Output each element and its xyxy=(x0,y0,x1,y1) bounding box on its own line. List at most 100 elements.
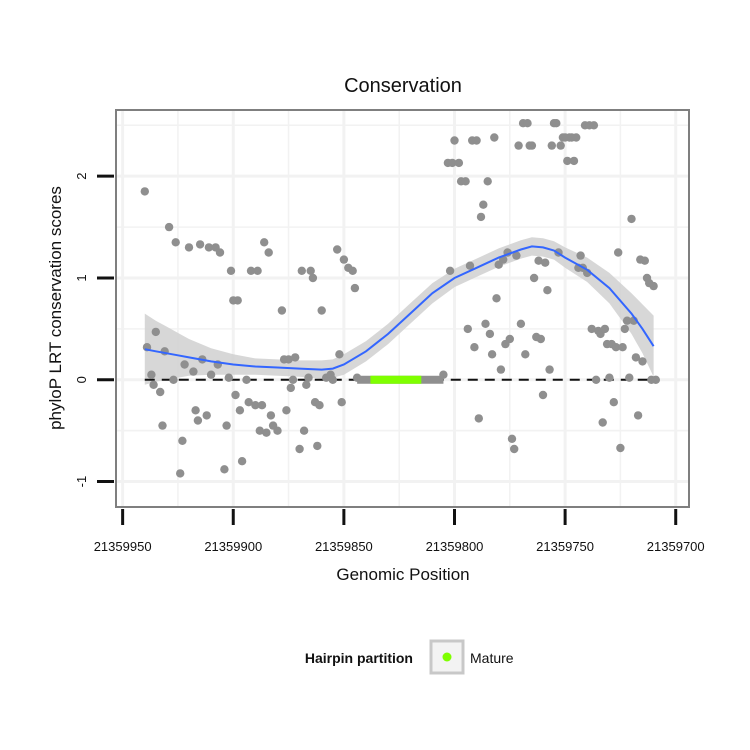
data-point-55 xyxy=(295,444,304,454)
data-point-95 xyxy=(485,329,495,339)
data-point-98 xyxy=(492,294,501,303)
data-point-143 xyxy=(591,375,601,384)
data-point-20 xyxy=(202,411,211,420)
y-tick-label-3: 2 xyxy=(74,173,89,180)
data-point-170 xyxy=(651,375,660,384)
data-point-35 xyxy=(242,375,251,384)
data-point-130 xyxy=(563,156,572,166)
data-point-79 xyxy=(445,266,455,275)
data-point-17 xyxy=(193,416,203,425)
data-point-80 xyxy=(448,158,457,168)
data-point-108 xyxy=(514,141,523,150)
data-point-52 xyxy=(286,383,295,393)
data-point-91 xyxy=(476,212,486,222)
x-axis: 21359950 21359900 21359850 21359800 21359750… xyxy=(94,509,705,554)
data-point-39 xyxy=(253,266,262,275)
data-point-70 xyxy=(335,350,344,359)
data-point-0 xyxy=(140,187,149,196)
data-point-4 xyxy=(151,327,160,337)
data-point-156 xyxy=(620,324,629,334)
y-axis: -1 0 1 2 xyxy=(74,173,114,488)
data-point-59 xyxy=(304,373,313,382)
data-point-54 xyxy=(291,353,300,362)
data-point-28 xyxy=(224,373,233,382)
data-point-45 xyxy=(266,411,276,420)
data-point-13 xyxy=(180,360,189,369)
data-point-100 xyxy=(496,365,506,374)
y-tick-label-2: 1 xyxy=(74,274,89,281)
data-point-96 xyxy=(487,350,497,359)
x-axis-title: Genomic Position xyxy=(336,565,469,584)
data-point-84 xyxy=(461,177,470,186)
data-point-158 xyxy=(625,373,634,382)
y-axis-title: phyloP LRT conservation scores xyxy=(46,186,65,430)
data-point-81 xyxy=(450,136,459,145)
data-point-47 xyxy=(273,426,282,435)
data-point-133 xyxy=(569,156,579,166)
data-point-89 xyxy=(472,136,481,145)
data-point-125 xyxy=(552,119,561,128)
data-point-14 xyxy=(184,243,194,252)
data-point-32 xyxy=(233,296,242,305)
data-point-119 xyxy=(538,390,548,400)
data-point-169 xyxy=(649,281,658,291)
data-point-154 xyxy=(616,443,625,453)
x-tick-label-0: 21359950 xyxy=(94,539,152,554)
data-point-31 xyxy=(231,390,240,400)
data-point-27 xyxy=(222,421,231,430)
data-point-53 xyxy=(288,375,298,384)
data-point-123 xyxy=(547,141,556,150)
data-point-40 xyxy=(255,426,264,435)
data-point-50 xyxy=(282,406,291,415)
data-point-115 xyxy=(529,273,539,283)
data-point-127 xyxy=(556,141,565,150)
data-point-82 xyxy=(454,158,464,168)
data-point-9 xyxy=(169,375,178,384)
data-point-165 xyxy=(640,256,649,265)
data-point-43 xyxy=(262,428,271,437)
data-point-122 xyxy=(545,365,554,374)
data-point-92 xyxy=(479,200,488,209)
data-point-21 xyxy=(204,243,214,252)
chart-title: Conservation xyxy=(344,75,462,97)
data-point-105 xyxy=(507,434,517,443)
data-point-94 xyxy=(483,177,492,186)
y-tick-label-0: -1 xyxy=(74,476,89,488)
data-point-64 xyxy=(315,401,324,410)
data-point-37 xyxy=(246,266,256,275)
data-point-26 xyxy=(220,465,229,474)
data-point-88 xyxy=(470,343,479,352)
data-point-151 xyxy=(609,398,618,407)
data-points xyxy=(140,119,660,478)
data-point-97 xyxy=(490,133,499,142)
data-point-86 xyxy=(465,261,475,270)
data-point-12 xyxy=(178,436,187,445)
data-point-109 xyxy=(516,319,526,328)
data-point-159 xyxy=(627,214,636,224)
data-point-16 xyxy=(191,406,200,415)
data-point-93 xyxy=(481,319,490,328)
data-point-136 xyxy=(576,251,585,260)
data-point-104 xyxy=(505,334,514,344)
data-point-41 xyxy=(257,401,267,410)
data-point-29 xyxy=(226,266,236,275)
legend-title: Hairpin partition xyxy=(305,650,413,666)
legend: Hairpin partition Mature xyxy=(305,639,514,675)
data-point-142 xyxy=(589,121,599,130)
data-point-25 xyxy=(215,248,225,257)
data-point-60 xyxy=(306,266,315,275)
data-point-157 xyxy=(622,316,632,325)
data-point-161 xyxy=(631,353,641,362)
data-point-58 xyxy=(302,380,311,389)
data-point-33 xyxy=(235,406,245,415)
data-point-36 xyxy=(244,398,253,407)
data-point-56 xyxy=(297,266,306,275)
legend-key-mature-icon xyxy=(442,652,452,662)
data-point-74 xyxy=(348,266,357,275)
data-point-57 xyxy=(299,426,309,435)
data-point-141 xyxy=(587,324,596,334)
data-point-111 xyxy=(521,350,530,359)
x-tick-label-1: 21359900 xyxy=(204,539,262,554)
data-point-3 xyxy=(149,380,158,389)
data-point-38 xyxy=(251,401,260,410)
